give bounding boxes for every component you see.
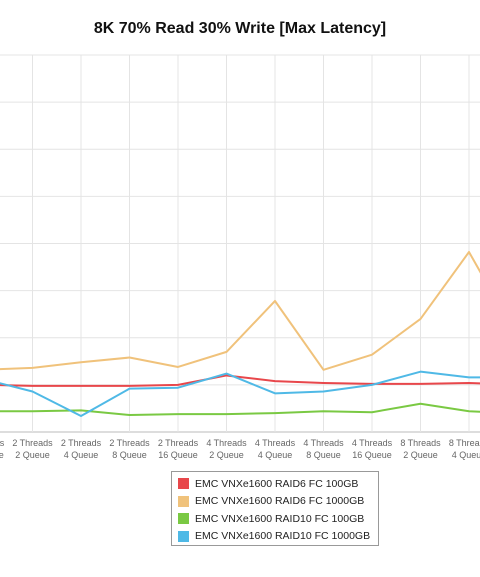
x-tick-label: 4 Threads 8 Queue [303, 438, 344, 460]
series-line-1 [0, 250, 480, 371]
legend-item[interactable]: EMC VNXe1600 RAID6 FC 100GB [178, 475, 372, 493]
legend-swatch-raid10-100gb [178, 513, 189, 525]
legend-item[interactable]: EMC VNXe1600 RAID6 FC 1000GB [178, 493, 372, 511]
x-tick-label: 4 Threads 2 Queue [206, 438, 247, 460]
chart-title: 8K 70% Read 30% Write [Max Latency] [93, 20, 387, 37]
series-lines [0, 250, 480, 417]
x-tick-label: 4 Threads 16 Queue [352, 438, 393, 460]
series-line-0 [0, 374, 480, 387]
x-tick-label: 2 Threads 4 Queue [61, 438, 102, 460]
x-tick-label: 4 Threads 4 Queue [255, 438, 296, 460]
legend-swatch-raid6-100gb [178, 478, 189, 490]
legend-item[interactable]: EMC VNXe1600 RAID10 FC 100GB [178, 510, 372, 528]
series-line-3 [0, 370, 480, 417]
x-tick-label: 2 Threads 8 Queue [109, 438, 150, 460]
legend-label: EMC VNXe1600 RAID10 FC 1000GB [195, 530, 371, 543]
legend-label: EMC VNXe1600 RAID10 FC 100GB [195, 512, 365, 525]
legend: EMC VNXe1600 RAID6 FC 100GB EMC VNXe1600… [171, 471, 379, 546]
legend-swatch-raid6-1000gb [178, 495, 189, 507]
legend-swatch-raid10-1000gb [178, 530, 189, 542]
x-tick-label: 2 Threads 2 Queue [12, 438, 53, 460]
series-line-2 [0, 402, 480, 417]
x-tick-label: 8 Threads 2 Queue [400, 438, 441, 460]
legend-item[interactable]: EMC VNXe1600 RAID10 FC 1000GB [178, 528, 372, 546]
x-tick-label: 2 Threads 16 Queue [158, 438, 199, 460]
legend-label: EMC VNXe1600 RAID6 FC 100GB [195, 477, 359, 490]
legend-label: EMC VNXe1600 RAID6 FC 1000GB [195, 495, 365, 508]
